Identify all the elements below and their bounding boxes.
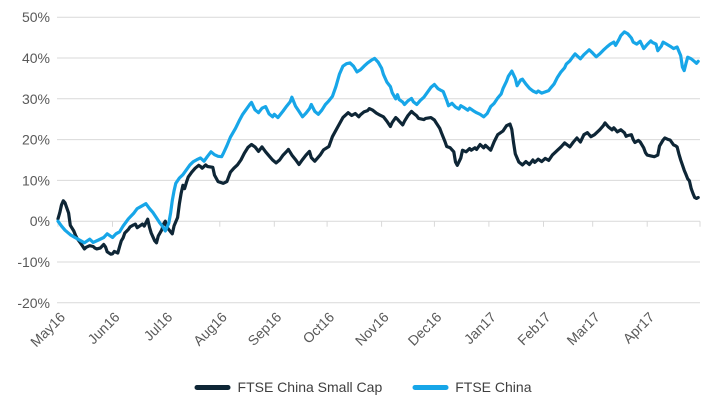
x-tick-label-Feb17: Feb17 bbox=[514, 309, 554, 349]
x-tick-label-Jul16: Jul16 bbox=[140, 309, 175, 344]
line-ftse-china bbox=[56, 30, 700, 245]
legend-label-ftse-china: FTSE China bbox=[455, 379, 532, 395]
legend-item-ftse-china-small-cap: FTSE China Small Cap bbox=[194, 379, 383, 395]
y-gridlines bbox=[57, 16, 700, 304]
line-ftse-china-small-cap bbox=[56, 106, 700, 256]
y-tick-label: 10% bbox=[22, 172, 50, 188]
y-tick-label: 0% bbox=[30, 213, 50, 229]
chart-legend: FTSE China Small Cap FTSE China bbox=[194, 379, 531, 395]
y-tick-label: 40% bbox=[22, 50, 50, 66]
legend-swatch-ftse-china-small-cap bbox=[194, 384, 231, 390]
y-tick-label: 20% bbox=[22, 132, 50, 148]
x-tick-label-Mar17: Mar17 bbox=[563, 309, 603, 349]
x-tick-label-Dec16: Dec16 bbox=[405, 309, 445, 349]
x-axis-tick-marks bbox=[57, 221, 701, 227]
x-axis-tick-labels: May16 Jun16 Jul16 Aug16 Sep16 Oct16 Nov16 Dec16… bbox=[27, 309, 657, 350]
legend-label-ftse-china-small-cap: FTSE China Small Cap bbox=[237, 379, 383, 395]
x-tick-label-Jun16: Jun16 bbox=[84, 309, 122, 347]
y-tick-label: 50% bbox=[22, 9, 50, 25]
x-tick-label-Apr17: Apr17 bbox=[620, 309, 658, 347]
x-tick-label-Sep16: Sep16 bbox=[244, 309, 284, 349]
x-tick-label-Oct16: Oct16 bbox=[299, 309, 337, 347]
x-tick-label-Nov16: Nov16 bbox=[352, 309, 392, 349]
x-tick-label-Jan17: Jan17 bbox=[461, 309, 499, 347]
y-tick-label: 30% bbox=[22, 91, 50, 107]
x-tick-label-Aug16: Aug16 bbox=[190, 309, 230, 349]
legend-swatch-ftse-china bbox=[412, 384, 449, 390]
x-tick-label-May16: May16 bbox=[27, 309, 68, 350]
legend-item-ftse-china: FTSE China bbox=[412, 380, 531, 394]
series-lines bbox=[56, 30, 700, 256]
y-tick-label: -20% bbox=[17, 295, 50, 311]
y-tick-label: -10% bbox=[17, 254, 50, 270]
y-axis-tick-labels: 50% 40% 30% 20% 10% 0% -10% -20% bbox=[17, 9, 50, 311]
